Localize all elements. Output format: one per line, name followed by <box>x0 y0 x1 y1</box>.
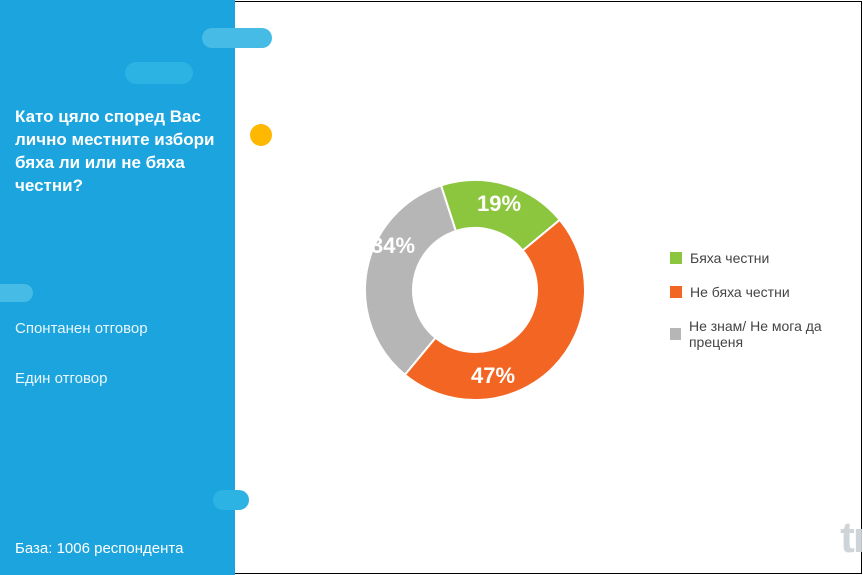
note-spontaneous: Спонтанен отговор <box>15 320 148 337</box>
slice-label-0: 19% <box>477 191 521 217</box>
legend-item: Бяха честни <box>670 250 863 266</box>
decor-pill-top-left <box>125 62 193 84</box>
legend-label: Бяха честни <box>690 250 769 266</box>
slice-label-2: 34% <box>371 233 415 259</box>
decor-pill-top-right <box>202 28 272 48</box>
logo-fragment: tı <box>840 513 863 563</box>
legend: Бяха честни Не бяха честни Не знам/ Не м… <box>670 250 863 368</box>
slice-label-1: 47% <box>471 363 515 389</box>
legend-item: Не знам/ Не мога да преценя <box>670 318 863 350</box>
note-single-answer: Един отговор <box>15 370 107 387</box>
base-text: База: 1006 респондента <box>15 540 183 557</box>
legend-swatch-icon <box>670 328 681 340</box>
legend-swatch-icon <box>670 252 682 264</box>
legend-label: Не знам/ Не мога да преценя <box>689 318 863 350</box>
legend-swatch-icon <box>670 286 682 298</box>
accent-dot-icon <box>250 124 272 146</box>
donut-chart: 19% 47% 34% <box>345 160 605 420</box>
sidebar: Като цяло според Вас лично местните избо… <box>0 0 235 575</box>
decor-pill-bottom <box>213 490 249 510</box>
legend-label: Не бяха честни <box>690 284 790 300</box>
legend-item: Не бяха честни <box>670 284 863 300</box>
question-text: Като цяло според Вас лично местните избо… <box>15 106 220 198</box>
decor-pill-middle <box>0 284 33 302</box>
page: Като цяло според Вас лично местните избо… <box>0 0 863 575</box>
